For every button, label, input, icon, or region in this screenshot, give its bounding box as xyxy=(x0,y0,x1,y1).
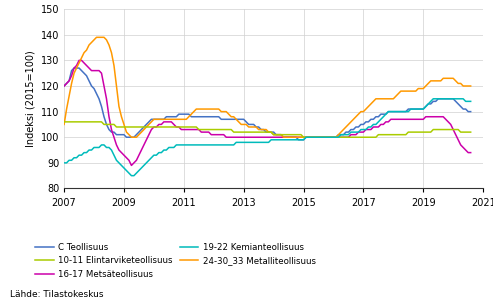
Y-axis label: Indeksi (2015=100): Indeksi (2015=100) xyxy=(25,50,35,147)
Text: Lähde: Tilastokeskus: Lähde: Tilastokeskus xyxy=(10,290,104,299)
Legend: C Teollisuus, 10-11 Elintarviketeollisuus, 16-17 Metsäteollisuus, 19-22 Kemiante: C Teollisuus, 10-11 Elintarviketeollisuu… xyxy=(35,243,316,279)
